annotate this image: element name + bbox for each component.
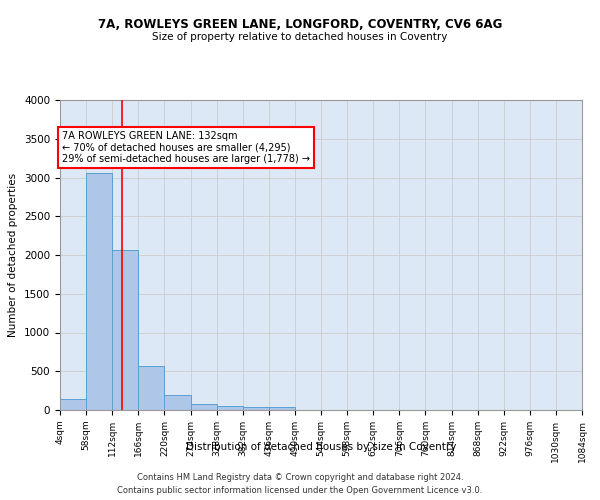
Text: Contains public sector information licensed under the Open Government Licence v3: Contains public sector information licen… <box>118 486 482 495</box>
Text: Distribution of detached houses by size in Coventry: Distribution of detached houses by size … <box>186 442 456 452</box>
Bar <box>112 250 139 410</box>
Bar <box>60 399 86 410</box>
Bar <box>139 366 164 410</box>
Text: Contains HM Land Registry data © Crown copyright and database right 2024.: Contains HM Land Registry data © Crown c… <box>137 472 463 482</box>
Y-axis label: Number of detached properties: Number of detached properties <box>8 173 19 337</box>
Text: Size of property relative to detached houses in Coventry: Size of property relative to detached ho… <box>152 32 448 42</box>
Bar <box>242 406 269 410</box>
Bar <box>217 406 242 410</box>
Bar <box>269 406 295 410</box>
Bar <box>86 173 112 410</box>
Bar <box>191 404 217 410</box>
Bar <box>164 394 191 410</box>
Text: 7A, ROWLEYS GREEN LANE, LONGFORD, COVENTRY, CV6 6AG: 7A, ROWLEYS GREEN LANE, LONGFORD, COVENT… <box>98 18 502 30</box>
Text: 7A ROWLEYS GREEN LANE: 132sqm
← 70% of detached houses are smaller (4,295)
29% o: 7A ROWLEYS GREEN LANE: 132sqm ← 70% of d… <box>62 131 310 164</box>
